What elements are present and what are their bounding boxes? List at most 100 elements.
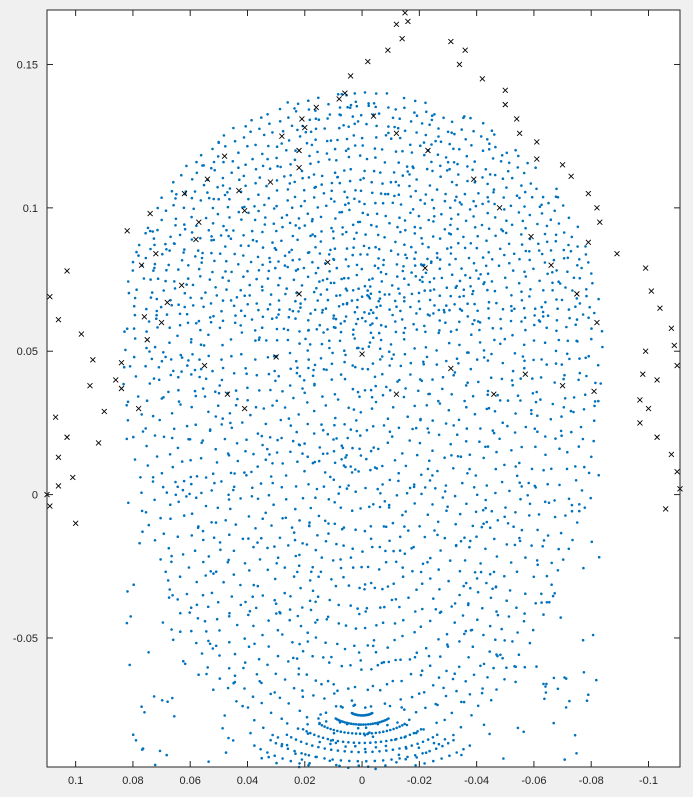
data-point bbox=[436, 533, 439, 537]
x-marker-point bbox=[78, 331, 85, 337]
data-point bbox=[493, 338, 496, 342]
data-point bbox=[308, 599, 312, 603]
data-point bbox=[218, 541, 222, 544]
data-point bbox=[379, 192, 383, 195]
data-point bbox=[317, 745, 320, 749]
data-point bbox=[587, 471, 591, 475]
data-point bbox=[227, 279, 230, 283]
data-point bbox=[414, 426, 418, 430]
data-point bbox=[305, 715, 309, 719]
data-point bbox=[457, 241, 460, 245]
data-point bbox=[177, 268, 180, 271]
data-point bbox=[338, 113, 341, 116]
data-point bbox=[342, 544, 345, 547]
data-point bbox=[276, 628, 280, 632]
data-point bbox=[501, 307, 505, 311]
data-point bbox=[469, 367, 473, 371]
data-point bbox=[566, 339, 570, 343]
data-point bbox=[589, 496, 592, 500]
data-point bbox=[388, 293, 391, 296]
data-point bbox=[267, 645, 271, 648]
data-point bbox=[209, 320, 213, 324]
data-point bbox=[474, 474, 478, 477]
data-point bbox=[294, 485, 298, 488]
data-point bbox=[334, 217, 337, 220]
data-point bbox=[181, 553, 185, 556]
data-point bbox=[464, 219, 468, 223]
x-marker-point bbox=[639, 371, 646, 377]
data-point bbox=[593, 311, 596, 315]
data-point bbox=[550, 467, 553, 471]
data-point bbox=[585, 699, 589, 702]
data-point bbox=[296, 460, 299, 464]
data-point bbox=[553, 381, 556, 384]
x-marker-point bbox=[221, 153, 228, 160]
data-point bbox=[449, 442, 453, 446]
data-point bbox=[511, 640, 514, 643]
data-point bbox=[457, 418, 461, 422]
data-point bbox=[455, 751, 459, 754]
data-point bbox=[516, 394, 520, 398]
data-point bbox=[347, 484, 350, 487]
data-point bbox=[501, 361, 505, 365]
data-point bbox=[349, 167, 353, 171]
data-point bbox=[334, 416, 337, 420]
data-point bbox=[349, 722, 353, 725]
data-point bbox=[341, 302, 345, 306]
data-point bbox=[267, 196, 271, 200]
data-point bbox=[575, 752, 578, 755]
data-point bbox=[482, 349, 486, 352]
data-point bbox=[165, 268, 168, 272]
data-point bbox=[314, 621, 317, 624]
data-point bbox=[580, 266, 583, 270]
data-point bbox=[378, 505, 382, 509]
data-point bbox=[339, 566, 343, 570]
data-point bbox=[371, 684, 375, 688]
data-point bbox=[228, 640, 231, 644]
data-point bbox=[446, 643, 449, 646]
data-point bbox=[469, 285, 472, 288]
data-point bbox=[584, 356, 587, 360]
data-point bbox=[367, 278, 371, 282]
data-point bbox=[523, 665, 527, 669]
data-point bbox=[515, 606, 518, 609]
data-point bbox=[591, 633, 595, 637]
x-marker-point bbox=[124, 227, 131, 234]
data-point bbox=[352, 237, 356, 241]
data-point bbox=[413, 232, 417, 235]
data-point bbox=[404, 387, 407, 390]
data-point bbox=[266, 663, 269, 667]
data-point bbox=[221, 176, 225, 180]
data-point bbox=[478, 328, 481, 332]
data-point bbox=[387, 131, 390, 135]
x-marker-point bbox=[393, 130, 400, 137]
data-point bbox=[276, 736, 280, 739]
data-point bbox=[221, 184, 225, 187]
data-point bbox=[366, 367, 370, 371]
data-point bbox=[356, 390, 360, 394]
data-point bbox=[129, 615, 132, 618]
data-point bbox=[455, 183, 458, 187]
data-point bbox=[192, 207, 195, 211]
data-point bbox=[473, 571, 477, 574]
data-point bbox=[317, 717, 320, 720]
data-point bbox=[137, 243, 141, 247]
data-point bbox=[443, 718, 447, 722]
data-point bbox=[462, 700, 466, 704]
data-point bbox=[366, 732, 370, 735]
data-point bbox=[177, 388, 180, 392]
data-point bbox=[325, 618, 329, 621]
x-axis: 0.1 0.08 0.06 0.04 0.02 0 -0.02 -0.04 -0.06 -0.08… bbox=[68, 10, 658, 787]
data-point bbox=[144, 256, 148, 260]
data-point bbox=[294, 738, 298, 741]
data-point bbox=[291, 234, 295, 238]
data-point bbox=[464, 629, 468, 633]
data-point bbox=[408, 733, 412, 737]
data-point bbox=[357, 764, 361, 767]
data-point bbox=[230, 595, 234, 598]
x-marker-point bbox=[645, 405, 652, 412]
data-point bbox=[581, 313, 585, 316]
data-point bbox=[486, 393, 490, 397]
data-point bbox=[296, 238, 299, 242]
data-point bbox=[414, 251, 418, 254]
